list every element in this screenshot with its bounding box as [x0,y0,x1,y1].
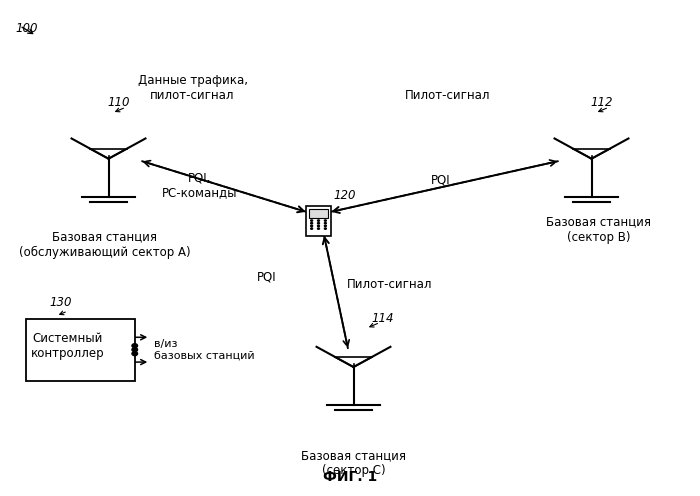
Text: 100: 100 [15,22,38,35]
Text: 110: 110 [108,96,130,109]
Text: Базовая станция
(обслуживающий сектор А): Базовая станция (обслуживающий сектор А) [19,231,191,259]
Text: PQI: PQI [257,270,276,283]
Bar [27,319,134,381]
Circle shape [324,225,326,227]
Circle shape [318,228,319,229]
Text: 114: 114 [371,312,393,325]
Text: 112: 112 [591,96,613,109]
Circle shape [311,223,313,224]
Text: Системный
контроллер: Системный контроллер [31,332,105,360]
Circle shape [132,352,137,356]
Text: 120: 120 [334,189,356,202]
Text: 130: 130 [49,296,71,309]
Circle shape [132,348,137,352]
Circle shape [311,225,313,227]
Text: PQI,
РС-команды: PQI, РС-команды [162,171,237,199]
Circle shape [318,220,319,221]
Circle shape [311,228,313,229]
Text: Базовая станция
(сектор С): Базовая станция (сектор С) [301,449,406,477]
Text: Базовая станция
(сектор В): Базовая станция (сектор В) [546,216,651,244]
Circle shape [318,223,319,224]
Text: Данные трафика,
пилот-сигнал: Данные трафика, пилот-сигнал [137,74,248,102]
Circle shape [324,220,326,221]
Text: ФИГ. 1: ФИГ. 1 [323,470,377,484]
Text: Пилот-сигнал: Пилот-сигнал [405,89,491,102]
Circle shape [311,220,313,221]
Text: в/из
базовых станций: в/из базовых станций [154,339,255,361]
Circle shape [324,228,326,229]
Bar [309,209,328,218]
Bar [307,206,330,236]
Circle shape [324,223,326,224]
Circle shape [132,344,137,348]
Text: Пилот-сигнал: Пилот-сигнал [346,278,432,291]
Text: PQI: PQI [430,174,450,186]
Circle shape [318,225,319,227]
